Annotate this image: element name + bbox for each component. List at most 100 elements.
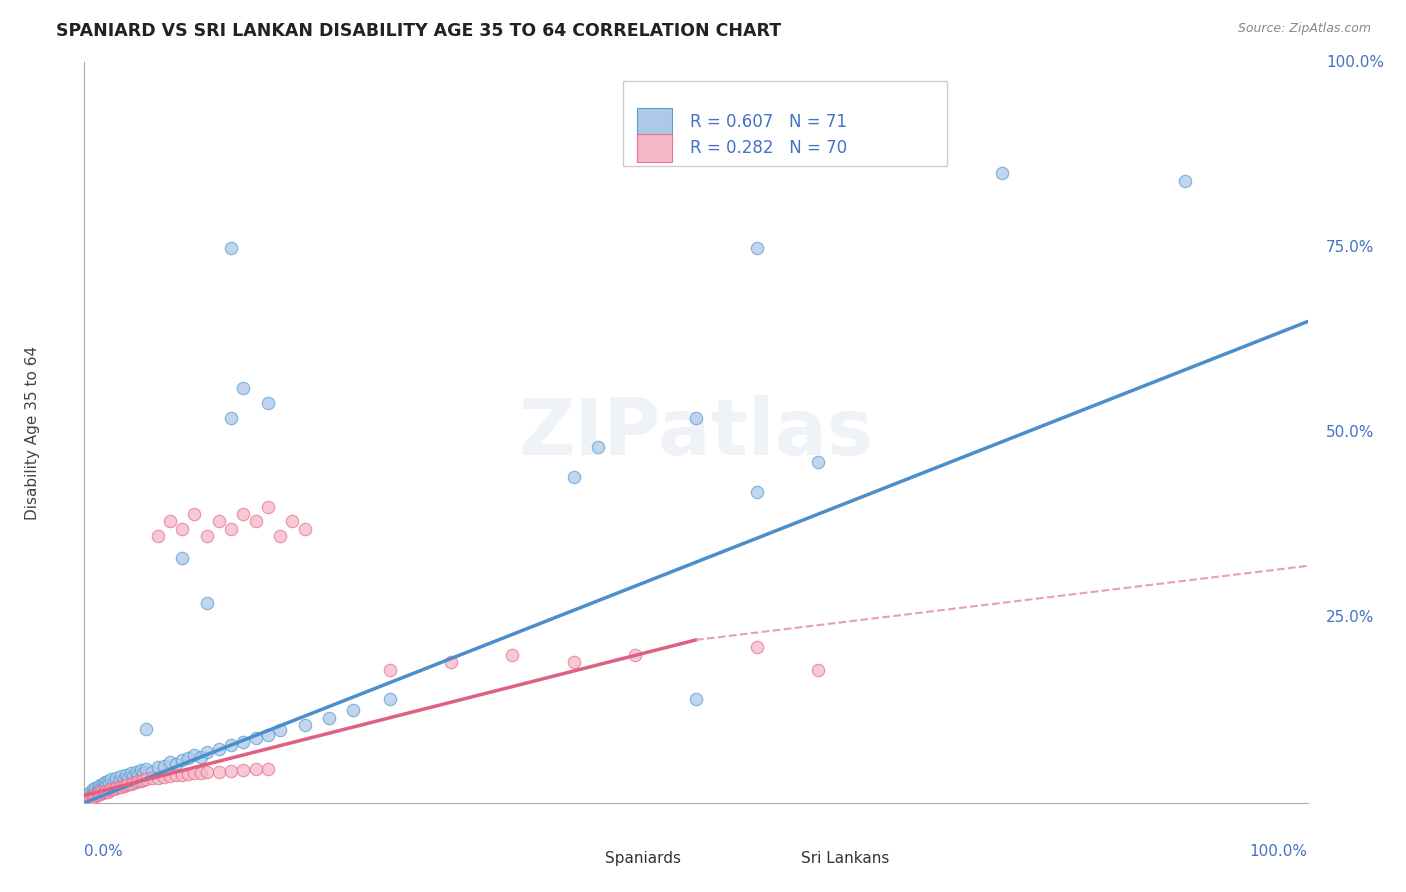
Text: ZIPatlas: ZIPatlas (519, 394, 873, 471)
Point (807, 663, 830, 677)
Point (107, 780, 129, 795)
Point (183, 507, 205, 521)
Point (165, 757, 187, 772)
Point (76, 789, 98, 803)
Point (120, 776, 142, 790)
Point (159, 755, 181, 769)
Point (747, 640, 769, 655)
Point (94, 785, 117, 799)
Point (94, 775, 117, 789)
Point (76, 792, 98, 806)
Point (110, 780, 132, 794)
Point (624, 648, 647, 662)
Point (257, 728, 280, 742)
Point (82, 790, 104, 805)
Point (153, 758, 176, 772)
Point (219, 410, 242, 425)
Point (79, 785, 101, 799)
Point (129, 763, 152, 777)
Point (105, 780, 128, 795)
Point (440, 655, 463, 669)
Bar (763, 846, 794, 871)
Point (97, 773, 120, 788)
Point (195, 746, 218, 760)
Text: Spaniards: Spaniards (606, 851, 682, 866)
Point (132, 772, 155, 787)
Point (269, 723, 291, 738)
Point (159, 769, 181, 783)
Point (93, 785, 115, 799)
Text: R = 0.282   N = 70: R = 0.282 N = 70 (690, 138, 846, 157)
Point (93, 780, 115, 794)
Point (219, 764, 242, 778)
Point (294, 718, 316, 732)
Point (1174, 174, 1197, 188)
Point (84, 789, 107, 804)
Point (91, 776, 114, 790)
Point (96, 778, 118, 792)
Text: Disability Age 35 to 64: Disability Age 35 to 64 (25, 345, 41, 520)
Point (257, 762, 280, 776)
Point (190, 750, 212, 764)
Point (75, 792, 97, 806)
Point (97, 785, 120, 799)
Point (245, 731, 267, 745)
Point (135, 772, 157, 786)
Point (90, 780, 112, 795)
Point (87, 782, 110, 797)
Point (90, 785, 112, 799)
Point (172, 753, 194, 767)
Point (105, 771, 128, 785)
Point (80, 789, 103, 803)
Point (685, 410, 707, 425)
Point (380, 663, 402, 677)
Point (112, 772, 135, 786)
Point (112, 779, 135, 793)
Point (153, 770, 176, 784)
Point (83, 785, 105, 799)
Point (110, 769, 132, 783)
Point (115, 767, 138, 781)
Text: 100.0%: 100.0% (1326, 55, 1384, 70)
Point (127, 774, 149, 789)
Point (77, 790, 100, 805)
Point (219, 522, 242, 536)
Point (86, 787, 108, 801)
Point (219, 738, 242, 752)
Point (318, 711, 340, 725)
Point (77, 789, 100, 804)
Point (232, 507, 254, 521)
Point (172, 767, 194, 781)
Point (177, 751, 200, 765)
Point (257, 500, 280, 514)
Point (120, 766, 142, 780)
Point (122, 769, 145, 783)
Point (97, 776, 120, 790)
Point (294, 522, 316, 536)
Point (107, 773, 129, 788)
Point (84, 780, 107, 795)
Point (146, 529, 169, 543)
Point (146, 760, 169, 774)
Point (245, 515, 267, 529)
Point (257, 396, 280, 410)
Bar (637, 108, 672, 136)
Point (183, 747, 205, 762)
Point (89, 787, 111, 801)
Point (208, 742, 231, 756)
Point (269, 529, 291, 543)
Point (183, 766, 205, 780)
Bar (637, 134, 672, 161)
Point (82, 782, 104, 797)
Point (232, 735, 254, 749)
Point (159, 515, 181, 529)
Point (77, 793, 100, 807)
Text: 100.0%: 100.0% (1250, 844, 1308, 858)
Point (87, 788, 110, 802)
Point (87, 780, 110, 794)
Point (141, 772, 163, 786)
Point (97, 783, 120, 797)
Point (562, 470, 585, 484)
Point (165, 768, 187, 782)
Bar (568, 846, 598, 871)
